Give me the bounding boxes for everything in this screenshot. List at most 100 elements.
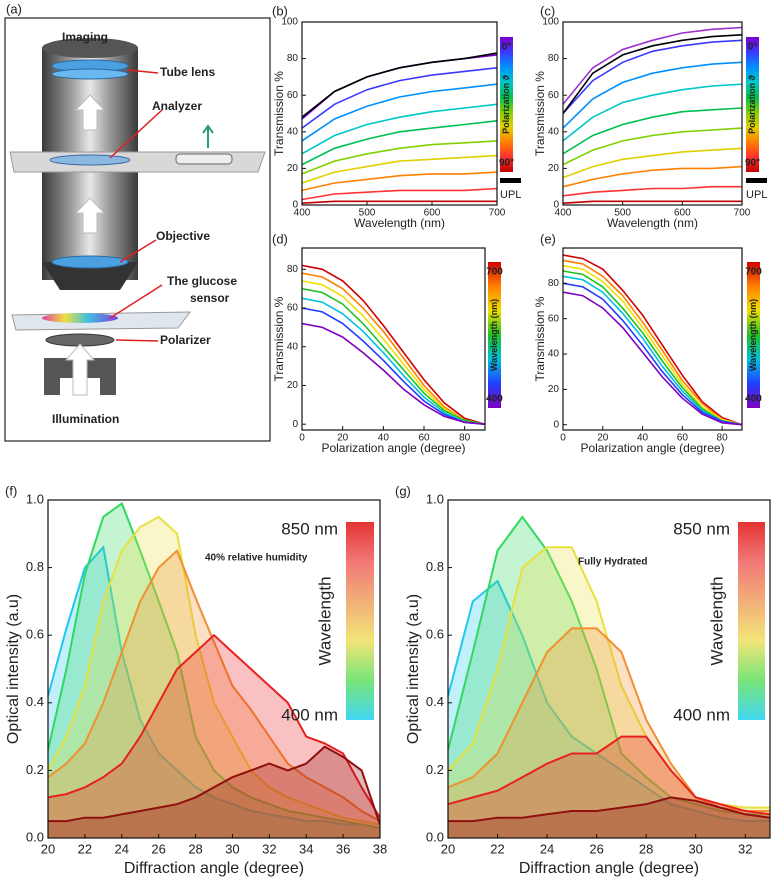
y-axis-label: Optical intensity (a.u)	[405, 594, 422, 744]
series-line	[563, 165, 742, 188]
colorbar-label: 400	[745, 394, 762, 405]
x-tick-label: 20	[441, 841, 455, 856]
area-fill	[448, 736, 770, 838]
panel-label: (g)	[395, 483, 411, 498]
objective-lens	[51, 255, 129, 269]
analyzer-grating	[175, 153, 233, 165]
y-tick-label: 40	[287, 126, 299, 137]
series-line	[302, 272, 485, 425]
diagram-label: Illumination	[52, 412, 119, 426]
plot-frame	[447, 499, 771, 839]
spectrum-line	[48, 545, 380, 829]
x-tick-label: 40	[637, 433, 649, 444]
series-line	[302, 287, 485, 425]
y-tick-label: 0.0	[426, 829, 444, 844]
plot-frame	[301, 21, 498, 206]
x-tick-label: 30	[225, 841, 239, 856]
y-tick-label: 1.0	[426, 491, 444, 506]
y-tick-label: 0	[292, 419, 298, 430]
series-line	[563, 39, 742, 115]
y-tick-label: 0.4	[26, 694, 44, 709]
diagram-label: Tube lens	[160, 65, 215, 79]
x-tick-label: 22	[490, 841, 504, 856]
y-tick-label: 0.2	[26, 762, 44, 777]
x-tick-label: 22	[78, 841, 92, 856]
y-tick-label: 0.0	[26, 829, 44, 844]
colorbar-label: 700	[745, 267, 762, 278]
analyzer	[49, 154, 131, 166]
rotation-arrow	[202, 124, 214, 148]
spectrum-line	[448, 579, 770, 823]
diagram: (a) Imaging Tube lens Analyzer Objective…	[4, 1, 271, 442]
diagram-label: sensor	[190, 291, 230, 305]
area-fill	[48, 550, 380, 838]
panel-label: (d)	[272, 231, 288, 246]
series-line	[563, 282, 742, 426]
series-line	[302, 187, 497, 201]
series-line	[563, 200, 742, 204]
tube-lens	[51, 68, 129, 80]
plot-frame	[301, 247, 486, 431]
y-tick-label: 0.6	[426, 627, 444, 642]
series-line	[563, 107, 742, 155]
legend-label: UPL	[746, 189, 767, 201]
y-axis-label: Transmission %	[272, 296, 286, 381]
y-tick-label: 0.2	[426, 762, 444, 777]
area-fill	[48, 516, 380, 838]
plot-area	[563, 26, 742, 204]
area-fill	[448, 516, 770, 838]
light-arrow	[74, 94, 106, 131]
y-tick-label: 1.0	[26, 491, 44, 506]
y-tick-label: 20	[548, 384, 560, 395]
x-tick-label: 80	[717, 433, 729, 444]
series-line	[563, 259, 742, 426]
series-line	[563, 26, 742, 105]
x-tick-label: 0	[560, 433, 566, 444]
panel-label: (b)	[272, 3, 288, 18]
series-line	[563, 83, 742, 142]
y-tick-label: 100	[542, 17, 559, 28]
series-line	[302, 322, 485, 425]
x-tick-label: 500	[359, 208, 376, 219]
y-tick-label: 60	[548, 90, 560, 101]
x-tick-label: 36	[336, 841, 350, 856]
panel-label: (f)	[5, 483, 17, 498]
x-tick-label: 500	[614, 208, 631, 219]
y-axis-label: Transmission %	[533, 71, 547, 156]
area-fill	[448, 547, 770, 838]
x-axis-label: Polarization angle (degree)	[321, 441, 465, 455]
colorbar	[746, 37, 759, 172]
colorbar-label: 850 nm	[281, 519, 338, 538]
area-fill	[48, 746, 380, 838]
colorbar-title: Polarization ϑ	[501, 74, 511, 134]
series-line	[563, 185, 742, 197]
y-axis-label: Optical intensity (a.u)	[5, 594, 22, 744]
colorbar-label: 0°	[502, 42, 512, 53]
colorbar-label: 90°	[499, 158, 514, 169]
y-tick-label: 40	[287, 341, 299, 352]
objective-body	[42, 262, 138, 290]
y-tick-label: 80	[548, 278, 560, 289]
colorbar-title: Wavelength	[315, 576, 334, 665]
panel-label: (c)	[540, 3, 555, 18]
colorbar-label: 700	[486, 267, 503, 278]
x-tick-label: 32	[738, 841, 752, 856]
area-fill	[448, 628, 770, 838]
x-axis-label: Diffraction angle (degree)	[124, 860, 304, 877]
series-line	[302, 171, 497, 192]
area-fill	[48, 635, 380, 838]
colorbar-title: Wavelength (nm)	[489, 299, 499, 371]
chart: (g) 20 22 24 26 28 30 32 0.0 0.2 0.4 0.6 0.8 1.0 Diffr…	[395, 483, 771, 877]
tube-top	[42, 38, 138, 58]
x-tick-label: 26	[589, 841, 603, 856]
y-tick-label: 40	[548, 126, 560, 137]
y-tick-label: 40	[548, 349, 560, 360]
x-tick-label: 32	[262, 841, 276, 856]
colorbar-title: Polarization ϑ	[747, 74, 757, 134]
y-tick-label: 0.8	[26, 559, 44, 574]
colorbar-label: 850 nm	[673, 519, 730, 538]
series-line	[563, 34, 742, 114]
